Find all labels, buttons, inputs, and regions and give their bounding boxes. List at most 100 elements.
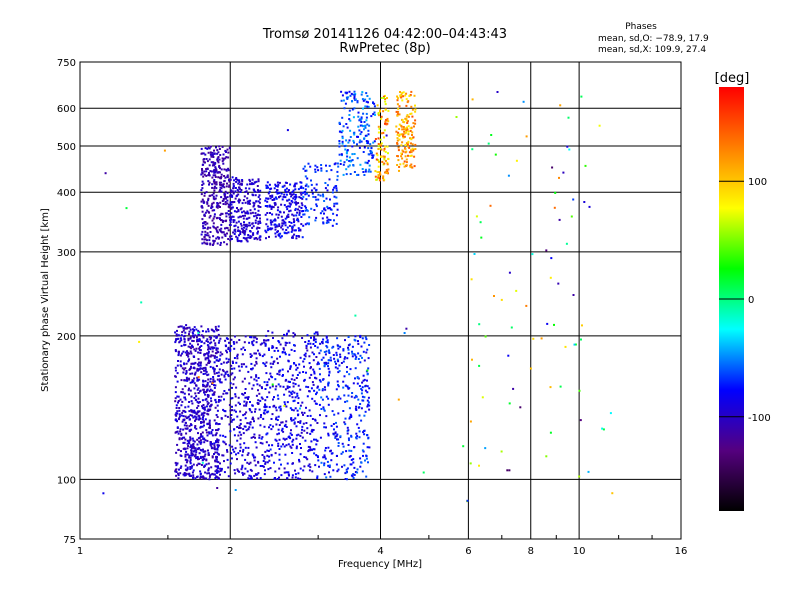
data-point — [220, 212, 223, 215]
data-point — [296, 219, 299, 221]
data-point — [510, 326, 513, 329]
data-point — [174, 397, 177, 400]
data-point — [197, 457, 200, 460]
data-point — [310, 373, 313, 376]
data-point — [201, 418, 204, 421]
data-point — [357, 173, 360, 176]
data-point — [217, 461, 220, 464]
data-point — [200, 345, 203, 347]
data-point — [279, 405, 282, 408]
data-point — [410, 90, 413, 93]
data-point — [207, 354, 210, 357]
data-point — [218, 236, 221, 239]
data-point — [277, 216, 280, 219]
data-point — [248, 178, 251, 181]
data-point — [218, 339, 221, 342]
data-point — [251, 222, 254, 225]
data-point — [227, 203, 230, 206]
data-point — [259, 416, 262, 419]
data-point — [294, 188, 297, 191]
data-point — [330, 424, 333, 427]
data-point — [252, 194, 255, 197]
data-point — [352, 116, 355, 119]
data-point — [360, 407, 363, 410]
data-point — [296, 374, 299, 376]
data-point — [353, 446, 356, 449]
data-point — [178, 417, 181, 420]
data-point — [299, 191, 302, 194]
data-point — [278, 373, 281, 376]
data-point — [395, 110, 398, 113]
data-point — [395, 130, 398, 133]
data-point — [200, 325, 203, 328]
data-point — [183, 436, 186, 439]
data-point — [199, 442, 202, 445]
data-point — [189, 462, 192, 465]
data-point — [214, 325, 217, 328]
data-point — [316, 422, 319, 424]
data-point — [209, 226, 212, 229]
data-point — [227, 466, 230, 469]
data-point — [220, 373, 223, 376]
data-point — [255, 180, 258, 183]
data-point — [186, 351, 189, 354]
data-point — [207, 449, 209, 452]
data-point — [188, 401, 191, 403]
data-point — [291, 374, 294, 377]
data-point — [358, 430, 361, 433]
data-point — [220, 190, 223, 193]
data-point — [329, 356, 332, 359]
data-point — [205, 191, 208, 194]
data-point — [222, 231, 225, 234]
data-point — [218, 190, 221, 193]
data-point — [280, 215, 283, 218]
data-point — [243, 341, 246, 344]
data-point — [245, 239, 248, 242]
data-point — [291, 443, 294, 446]
data-point — [203, 213, 206, 216]
data-point — [184, 464, 187, 467]
data-point — [327, 218, 330, 221]
data-point — [411, 115, 414, 118]
data-point — [188, 454, 191, 457]
data-point — [268, 204, 271, 207]
data-point — [239, 222, 242, 225]
data-point — [293, 185, 296, 188]
data-point — [345, 468, 348, 471]
data-point — [324, 449, 327, 452]
data-point — [213, 391, 216, 394]
data-point — [323, 422, 326, 425]
data-point — [284, 388, 287, 391]
data-point — [341, 465, 343, 468]
data-point — [320, 164, 323, 166]
data-point — [364, 126, 367, 129]
data-point — [183, 410, 186, 413]
data-point — [195, 427, 198, 430]
data-point — [261, 465, 264, 467]
data-point — [309, 446, 312, 449]
data-point — [190, 362, 193, 365]
data-point — [259, 441, 262, 444]
data-point — [466, 499, 469, 502]
data-point — [220, 469, 223, 472]
data-point — [282, 437, 285, 440]
data-point — [347, 165, 350, 168]
data-point — [280, 421, 283, 424]
data-point — [245, 365, 248, 368]
data-point — [250, 354, 253, 357]
data-point — [360, 392, 363, 395]
data-point — [291, 390, 294, 393]
data-point — [283, 404, 286, 407]
data-point — [224, 176, 227, 179]
data-point — [248, 202, 251, 205]
data-point — [163, 149, 166, 152]
data-point — [287, 443, 290, 446]
data-point — [227, 373, 230, 376]
data-point — [358, 436, 361, 439]
data-point — [270, 428, 273, 431]
data-point — [293, 195, 296, 198]
data-point — [213, 444, 216, 447]
data-point — [310, 440, 313, 443]
data-point — [283, 425, 286, 427]
data-point — [245, 396, 248, 399]
